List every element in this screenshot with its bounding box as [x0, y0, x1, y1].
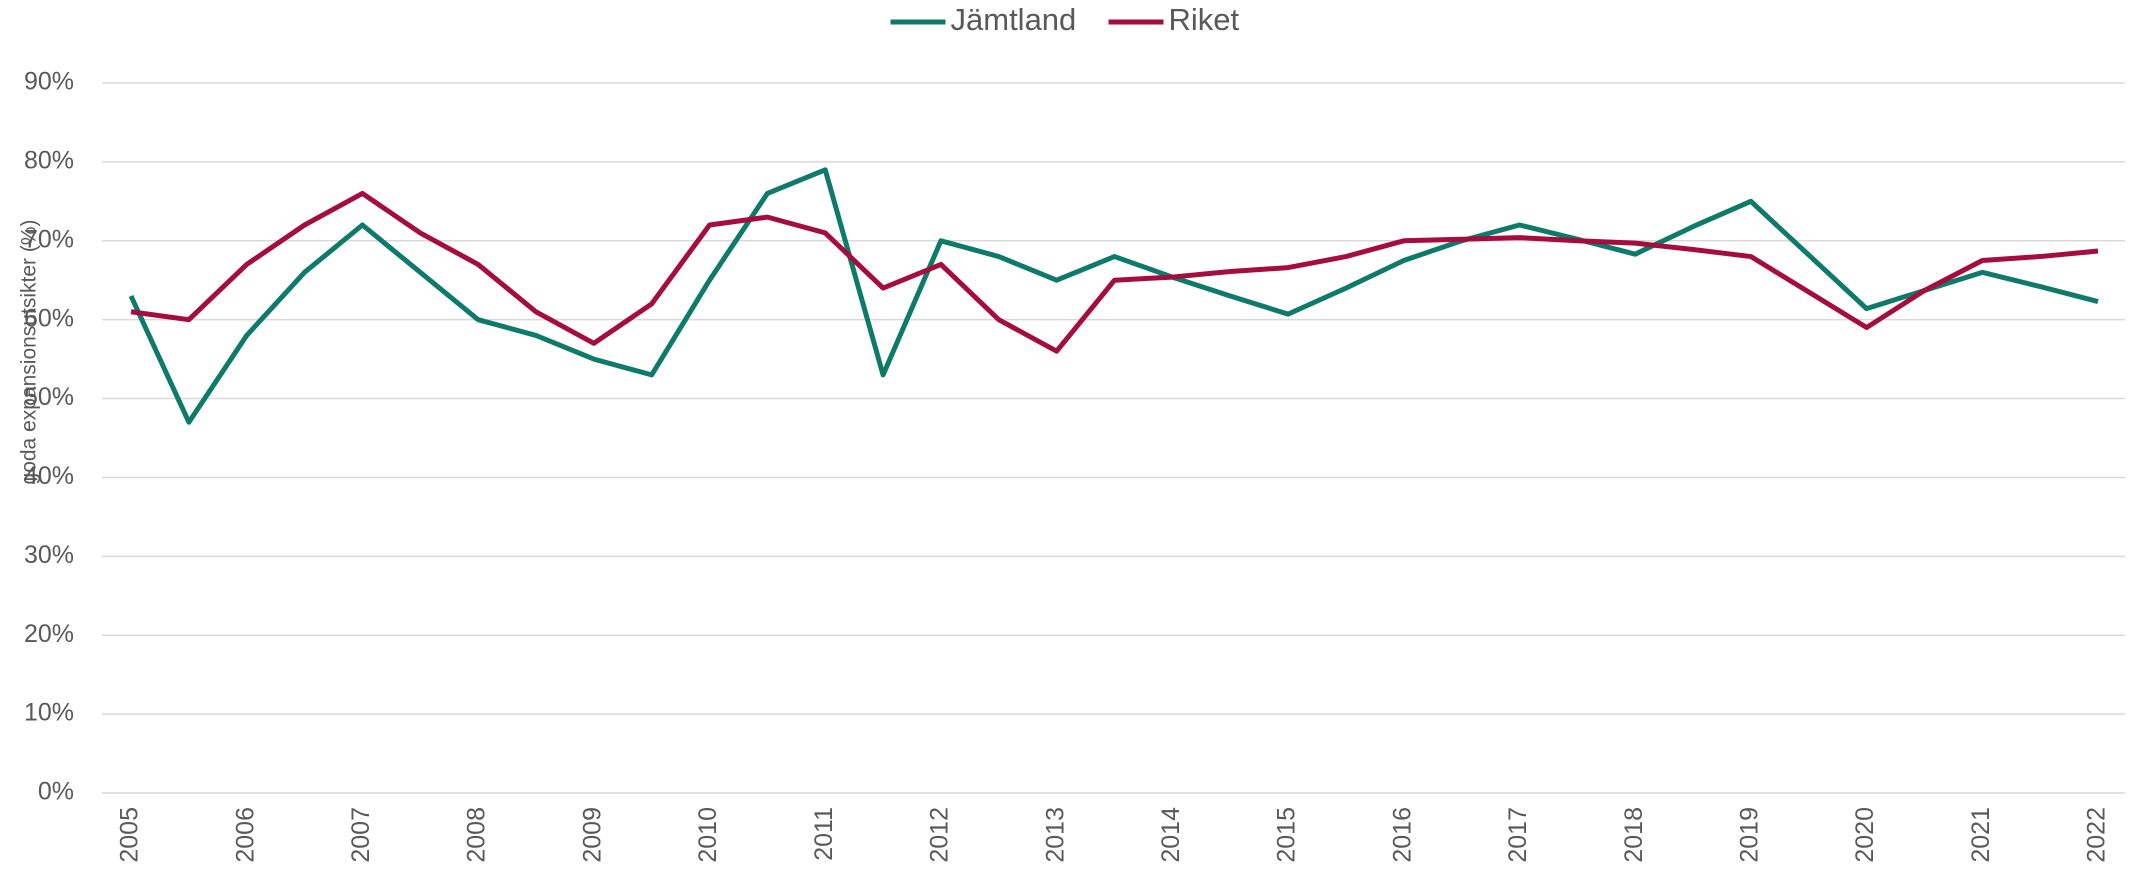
y-tick-label: 50% [24, 383, 74, 411]
x-tick-label: 2015 [1273, 807, 1301, 863]
y-tick-label: 10% [24, 699, 74, 727]
x-tick-label: 2007 [347, 807, 375, 863]
x-tick-label: 2012 [926, 807, 954, 863]
x-tick-label: 2019 [1735, 807, 1763, 863]
y-tick-label: 80% [24, 146, 74, 174]
y-tick-label: 40% [24, 462, 74, 490]
x-tick-label: 2013 [1041, 807, 1069, 863]
x-tick-label: 2018 [1620, 807, 1648, 863]
y-axis-label: goda expansionsutsikter (%) [18, 220, 41, 485]
y-tick-label: 30% [24, 541, 74, 569]
series-line [130, 190, 2099, 354]
x-tick-label: 2008 [463, 807, 491, 863]
y-tick-label: 60% [24, 304, 74, 332]
x-tick-label: 2021 [1967, 807, 1995, 863]
y-tick-label: 90% [24, 68, 74, 96]
x-tick-label: 2022 [2083, 807, 2111, 863]
x-tick-label: 2020 [1851, 807, 1879, 863]
y-tick-label: 0% [38, 778, 74, 806]
x-tick-label: 2017 [1504, 807, 1532, 863]
legend-label: Riket [1169, 2, 1240, 37]
x-tick-label: 2014 [1157, 807, 1185, 863]
x-tick-label: 2005 [116, 807, 144, 863]
legend-label: Jämtland [951, 2, 1077, 37]
x-tick-label: 2011 [810, 807, 838, 861]
y-tick-label: 20% [24, 620, 74, 648]
x-tick-label: 2010 [694, 807, 722, 863]
series-line [128, 167, 2099, 425]
y-tick-label: 70% [24, 225, 74, 253]
x-tick-label: 2009 [578, 807, 606, 863]
x-tick-label: 2006 [231, 807, 259, 863]
x-tick-label: 2016 [1388, 807, 1416, 863]
